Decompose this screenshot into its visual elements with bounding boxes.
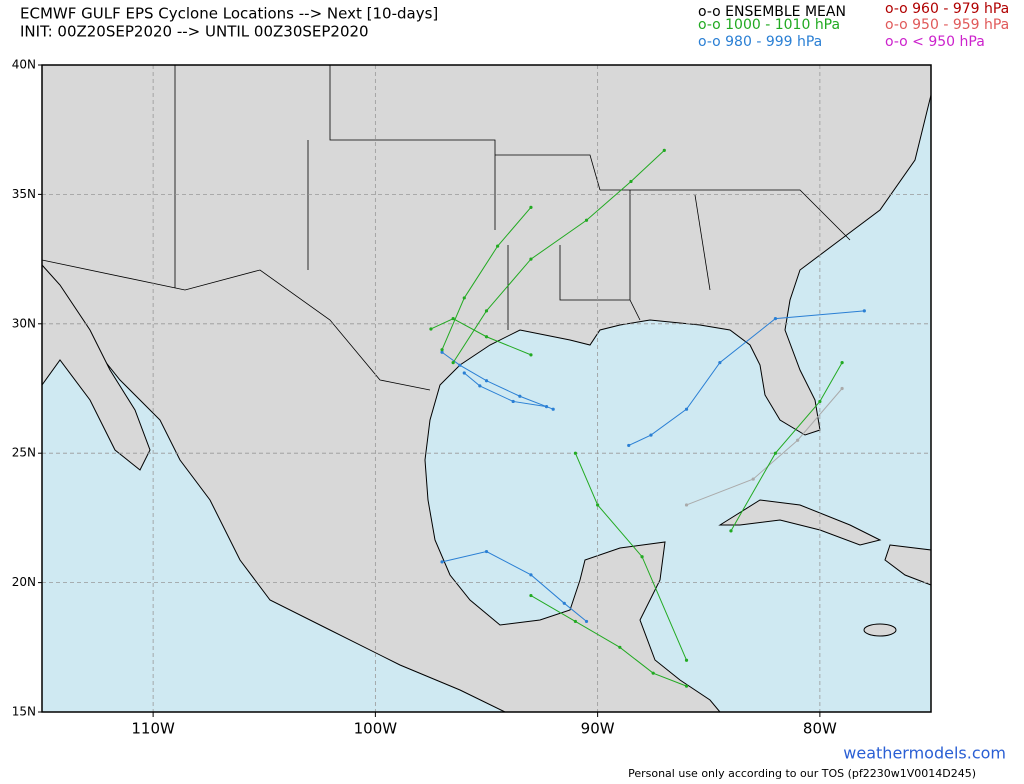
track-point [451, 361, 455, 365]
y-tick-label: 25N [12, 446, 36, 460]
y-tick-label: 35N [12, 187, 36, 201]
site-label: weathermodels.com [843, 744, 1006, 763]
x-tick-label: 80W [803, 720, 837, 738]
track-point [684, 658, 689, 662]
storm-track [430, 318, 532, 356]
track-point [573, 619, 578, 624]
track-point [773, 451, 778, 455]
track-point [440, 348, 444, 352]
storm-track [574, 453, 687, 661]
track-point [544, 405, 549, 409]
storm-track [463, 372, 547, 408]
track-point [751, 477, 755, 481]
track-point [662, 148, 666, 153]
hispaniola [884, 544, 932, 586]
track-point [573, 451, 578, 455]
storm-track [730, 362, 843, 532]
track-point [651, 671, 655, 675]
track-point [840, 361, 844, 365]
y-tick-label: 30N [12, 316, 36, 330]
cuba [718, 499, 882, 546]
track-point [818, 399, 822, 404]
track-point [684, 407, 689, 411]
plot [41, 64, 932, 713]
track-point [684, 503, 689, 507]
track-point [649, 433, 653, 437]
subtitle: INIT: 00Z20SEP2020 --> UNTIL 00Z30SEP202… [20, 23, 369, 41]
track-point [796, 438, 800, 442]
track-point [484, 335, 489, 339]
track-point [529, 257, 533, 261]
track-point [862, 309, 866, 313]
track-point [584, 619, 589, 624]
track-point [451, 317, 455, 321]
track-point [551, 407, 555, 411]
track-point [773, 317, 778, 321]
legend-entry: o-o 950 - 959 hPa [885, 17, 1009, 33]
track-point [718, 361, 722, 365]
track-point [496, 244, 500, 248]
track-point [529, 353, 533, 357]
land [41, 64, 932, 713]
track-point [440, 560, 444, 564]
track-point [629, 179, 633, 184]
storm-track [686, 388, 843, 506]
y-tick-label: 20N [12, 575, 36, 589]
storm-track [441, 207, 532, 350]
track-point [840, 386, 844, 391]
track-point [429, 327, 433, 331]
track-point [529, 573, 533, 577]
track-point [640, 555, 644, 559]
track-point [478, 384, 482, 388]
legend-entry: o-o ENSEMBLE MEAN [698, 4, 846, 20]
track-point [627, 443, 631, 448]
track-point [484, 549, 489, 554]
track-point [562, 601, 566, 605]
track-point [584, 218, 589, 222]
frame [41, 64, 932, 713]
track-point [518, 394, 522, 398]
y-tick-label: 40N [12, 58, 36, 72]
track-point [596, 503, 600, 507]
title: ECMWF GULF EPS Cyclone Locations --> Nex… [20, 5, 438, 23]
x-tick-label: 110W [131, 720, 175, 738]
borders [41, 65, 851, 391]
track-point [684, 684, 689, 688]
storm-track [452, 150, 665, 363]
footer-note: Personal use only according to our TOS (… [628, 767, 976, 780]
jamaica [863, 623, 897, 637]
y-tick-label: 15N [12, 705, 36, 719]
track-point [618, 645, 622, 649]
track-point [458, 363, 462, 367]
track-point [462, 296, 466, 300]
track-point [511, 399, 515, 404]
track-point [484, 309, 489, 313]
storm-track [628, 310, 865, 446]
baja [41, 263, 151, 471]
track-point [729, 529, 733, 533]
legend-entry: o-o 960 - 979 hPa [885, 1, 1009, 17]
x-tick-label: 100W [354, 720, 398, 738]
track-point [529, 593, 533, 598]
legend-entry: o-o 980 - 999 hPa [698, 34, 822, 50]
x-tick-label: 90W [581, 720, 615, 738]
track-point [440, 350, 444, 354]
track-point [529, 205, 533, 209]
track-point [484, 379, 489, 383]
legend-entry: o-o < 950 hPa [885, 34, 985, 50]
legend-entry: o-o 1000 - 1010 hPa [698, 17, 840, 33]
track-point [462, 371, 466, 375]
